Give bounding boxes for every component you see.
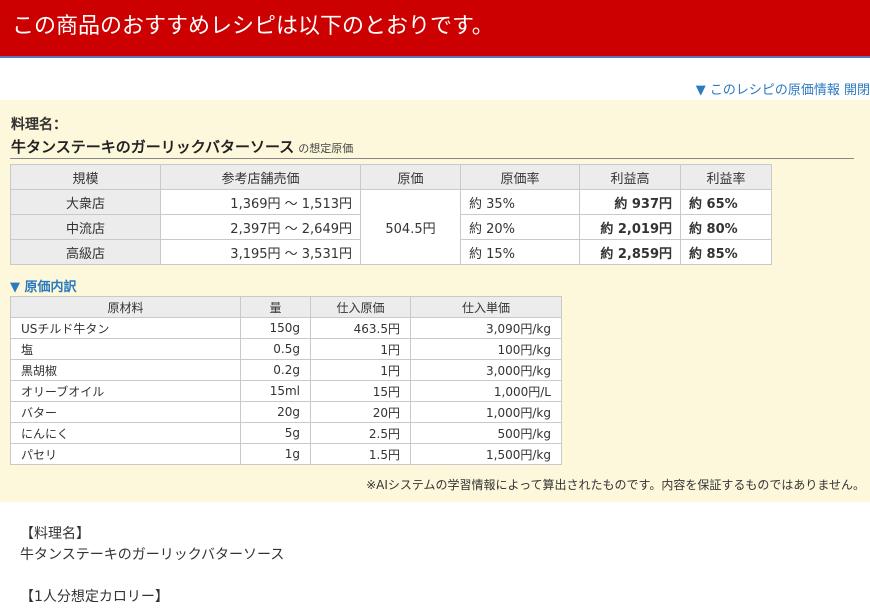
- recipe-name-heading: 【料理名】: [20, 526, 90, 542]
- table-row: オリーブオイル 15ml 15円 1,000円/L: [10, 380, 562, 402]
- ingredient-cost: 20円: [310, 401, 411, 423]
- page-banner: この商品のおすすめレシピは以下のとおりです。: [0, 0, 870, 58]
- ingredient-qty: 20g: [240, 401, 311, 423]
- ingredient-unit-price: 1,000円/kg: [410, 401, 562, 423]
- header-profit: 利益高: [579, 164, 681, 190]
- margin-cell: 約 80%: [680, 214, 772, 240]
- header-purchase-cost: 仕入原価: [310, 296, 411, 318]
- header-scale: 規模: [10, 164, 161, 190]
- recipe-text: 【料理名】 牛タンステーキのガーリックバターソース 【1人分想定カロリー】: [20, 524, 284, 608]
- rate-cell: 約 35%: [460, 189, 580, 215]
- ingredient-qty: 150g: [240, 317, 311, 339]
- dish-suffix: の想定原価: [298, 142, 354, 155]
- dish-name: 牛タンステーキのガーリックバターソース: [11, 138, 295, 156]
- ingredient-unit-price: 3,000円/kg: [410, 359, 562, 381]
- ingredient-name: バター: [10, 401, 241, 423]
- table-row: バター 20g 20円 1,000円/kg: [10, 401, 562, 423]
- header-quantity: 量: [240, 296, 311, 318]
- ingredient-name: パセリ: [10, 443, 241, 465]
- header-unit-price: 仕入単価: [410, 296, 562, 318]
- disclaimer-note: ※AIシステムの学習情報によって算出されたものです。内容を保証するものではありま…: [366, 478, 865, 492]
- ingredient-unit-price: 1,000円/L: [410, 380, 562, 402]
- ingredient-name: 黒胡椒: [10, 359, 241, 381]
- price-table: 規模 参考店舗売価 原価 原価率 利益高 利益率 大衆店 1,369円 ～ 1,…: [10, 164, 772, 265]
- profit-cell: 約 2,859円: [579, 239, 681, 265]
- ingredient-cost: 1円: [310, 338, 411, 360]
- scale-cell: 中流店: [10, 214, 161, 240]
- link-row: ▼ このレシピの原価情報 開閉: [0, 58, 870, 98]
- ingredient-table: 原材料 量 仕入原価 仕入単価 USチルド牛タン 150g 463.5円 3,0…: [10, 296, 562, 465]
- scale-cell: 大衆店: [10, 189, 161, 215]
- divider: [10, 158, 854, 159]
- header-cost-rate: 原価率: [460, 164, 580, 190]
- ingredient-cost: 15円: [310, 380, 411, 402]
- ingredient-name: にんにく: [10, 422, 241, 444]
- rate-cell: 約 20%: [460, 214, 580, 240]
- margin-cell: 約 65%: [680, 189, 772, 215]
- ingredient-qty: 5g: [240, 422, 311, 444]
- ingredient-unit-price: 500円/kg: [410, 422, 562, 444]
- dish-label: 料理名：: [11, 117, 67, 133]
- ingredient-cost: 1円: [310, 359, 411, 381]
- cost-info-toggle-link[interactable]: ▼ このレシピの原価情報 開閉: [695, 83, 870, 98]
- table-row: 中流店 2,397円 ～ 2,649円 約 20% 約 2,019円 約 80%: [10, 214, 772, 240]
- price-cell: 3,195円 ～ 3,531円: [160, 239, 361, 265]
- profit-cell: 約 937円: [579, 189, 681, 215]
- ingredient-name: オリーブオイル: [10, 380, 241, 402]
- spacer: [20, 566, 284, 587]
- price-cell: 1,369円 ～ 1,513円: [160, 189, 361, 215]
- ingredient-cost: 2.5円: [310, 422, 411, 444]
- margin-cell: 約 85%: [680, 239, 772, 265]
- table-row: 高級店 3,195円 ～ 3,531円 約 15% 約 2,859円 約 85%: [10, 239, 772, 265]
- ingredient-cost: 463.5円: [310, 317, 411, 339]
- profit-cell: 約 2,019円: [579, 214, 681, 240]
- scale-cell: 高級店: [10, 239, 161, 265]
- table-row: 大衆店 1,369円 ～ 1,513円 504.5円 約 35% 約 937円 …: [10, 189, 772, 265]
- ingredient-name: USチルド牛タン: [10, 317, 241, 339]
- price-table-header-row: 規模 参考店舗売価 原価 原価率 利益高 利益率: [10, 164, 772, 190]
- ingredient-unit-price: 100円/kg: [410, 338, 562, 360]
- banner-title: この商品のおすすめレシピは以下のとおりです。: [12, 14, 494, 39]
- ingredient-unit-price: 1,500円/kg: [410, 443, 562, 465]
- ingredient-cost: 1.5円: [310, 443, 411, 465]
- table-row: 塩 0.5g 1円 100円/kg: [10, 338, 562, 360]
- ingredient-qty: 0.5g: [240, 338, 311, 360]
- calorie-heading: 【1人分想定カロリー】: [20, 589, 169, 605]
- table-row: 黒胡椒 0.2g 1円 3,000円/kg: [10, 359, 562, 381]
- recipe-name: 牛タンステーキのガーリックバターソース: [20, 547, 285, 563]
- ingredient-unit-price: 3,090円/kg: [410, 317, 562, 339]
- ingredient-name: 塩: [10, 338, 241, 360]
- table-row: にんにく 5g 2.5円 500円/kg: [10, 422, 562, 444]
- ingredient-qty: 15ml: [240, 380, 311, 402]
- table-row: パセリ 1g 1.5円 1,500円/kg: [10, 443, 562, 465]
- ingredient-qty: 1g: [240, 443, 311, 465]
- cost-breakdown-toggle[interactable]: ▼ 原価内訳: [10, 280, 77, 295]
- header-reference-price: 参考店舗売価: [160, 164, 361, 190]
- table-row: USチルド牛タン 150g 463.5円 3,090円/kg: [10, 317, 562, 339]
- ingredient-qty: 0.2g: [240, 359, 311, 381]
- cost-cell: 504.5円: [360, 189, 461, 265]
- ingredient-header-row: 原材料 量 仕入原価 仕入単価: [10, 296, 562, 318]
- header-ingredient: 原材料: [10, 296, 241, 318]
- dish-name-row: 牛タンステーキのガーリックバターソース の想定原価: [11, 136, 353, 157]
- rate-cell: 約 15%: [460, 239, 580, 265]
- header-cost: 原価: [360, 164, 461, 190]
- cost-info-panel: 料理名： 牛タンステーキのガーリックバターソース の想定原価 規模 参考店舗売価 …: [0, 100, 870, 502]
- header-margin: 利益率: [680, 164, 772, 190]
- price-cell: 2,397円 ～ 2,649円: [160, 214, 361, 240]
